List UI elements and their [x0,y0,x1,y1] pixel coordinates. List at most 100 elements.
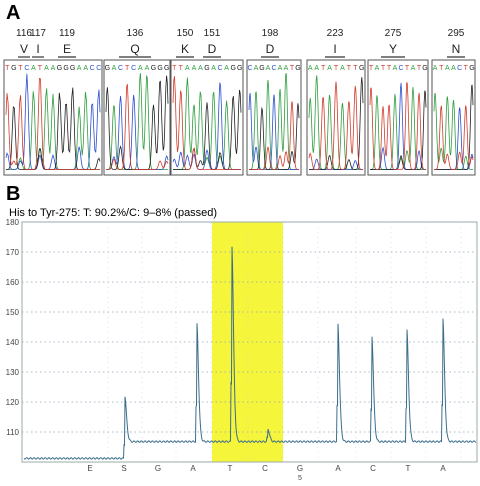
x-tick-label: G [155,464,161,473]
base-call: A [314,65,319,72]
y-tick-label: 180 [6,218,20,227]
base-call: G [469,65,474,72]
base-call: G [422,65,427,72]
codon-number: 151 [204,28,221,39]
base-call: A [112,65,117,72]
y-tick-label: 130 [6,368,20,377]
base-call: A [83,65,88,72]
panel-a-label: A [6,2,20,24]
x-tick-label: G [297,464,303,473]
base-call: T [5,65,10,72]
codon-number: 117 [30,28,46,39]
amino-acid-label: D [266,42,275,56]
base-call: T [439,65,444,72]
x-tick-label: T [406,464,411,473]
base-call: G [151,65,156,72]
base-call: A [284,65,289,72]
base-call: T [369,65,374,72]
panel-a: 116V117I119E136Q150K151D198D223I275Y295N… [4,28,475,175]
base-call: T [321,65,326,72]
codon-number: 136 [127,28,144,39]
x-tick-label: E [87,464,92,473]
base-call: G [295,65,300,72]
base-call: T [172,65,177,72]
amino-acid-label: I [36,42,39,56]
base-call: T [347,65,352,72]
y-tick-label: 120 [6,398,20,407]
base-call: T [290,65,295,72]
base-call: A [138,65,143,72]
base-call: T [381,65,386,72]
y-tick-label: 160 [6,278,20,287]
base-call: A [31,65,36,72]
amino-acid-label: K [181,42,189,56]
codon-number: 198 [262,28,279,39]
base-call: A [393,65,398,72]
dispensation-number: 5 [298,475,302,481]
base-call: A [451,65,456,72]
base-call: G [359,65,364,72]
base-call: G [237,65,242,72]
base-call: A [327,65,332,72]
base-call: A [266,65,271,72]
base-call: G [157,65,162,72]
base-call: A [44,65,49,72]
chromatogram-frame [307,60,365,175]
amino-acid-label: E [63,42,71,56]
y-tick-label: 170 [6,248,20,257]
base-call: T [464,65,469,72]
amino-acid-label: Q [130,42,139,56]
base-call: T [334,65,339,72]
amino-acid-label: D [208,42,217,56]
base-call: A [224,65,229,72]
base-call: C [118,65,123,72]
y-tick-label: 140 [6,338,20,347]
x-tick-label: C [370,464,376,473]
base-call: A [433,65,438,72]
amino-acid-label: V [20,42,28,56]
codon-number: 150 [177,28,194,39]
base-call: C [96,65,101,72]
chart-title: His to Tyr-275: T: 90.2%/C: 9–8% (passed… [9,207,217,219]
base-call: T [387,65,392,72]
base-call: T [405,65,410,72]
base-call: A [340,65,345,72]
base-call: A [192,65,197,72]
base-call: C [218,65,223,72]
codon-number: 275 [385,28,402,39]
base-call: A [308,65,313,72]
base-call: G [70,65,75,72]
base-call: A [51,65,56,72]
base-call: A [411,65,416,72]
base-call: T [125,65,130,72]
x-tick-label: C [262,464,268,473]
base-call: A [445,65,450,72]
x-tick-label: A [335,464,341,473]
base-call: T [38,65,43,72]
x-tick-label: A [440,464,446,473]
amino-acid-label: N [452,42,461,56]
x-tick-label: S [121,464,126,473]
amino-acid-label: I [333,42,336,56]
base-call: C [247,65,252,72]
base-call: G [57,65,62,72]
base-call: G [230,65,235,72]
base-call: C [457,65,462,72]
x-tick-label: A [190,464,196,473]
base-call: G [204,65,209,72]
panel-b-label: B [6,183,20,205]
base-call: G [63,65,68,72]
base-call: G [164,65,169,72]
base-call: G [105,65,110,72]
y-tick-label: 150 [6,308,20,317]
base-call: T [179,65,184,72]
amino-acid-label: Y [389,42,397,56]
base-call: T [417,65,422,72]
base-call: A [77,65,82,72]
base-call: T [353,65,358,72]
base-call: C [271,65,276,72]
base-call: C [131,65,136,72]
base-call: A [375,65,380,72]
